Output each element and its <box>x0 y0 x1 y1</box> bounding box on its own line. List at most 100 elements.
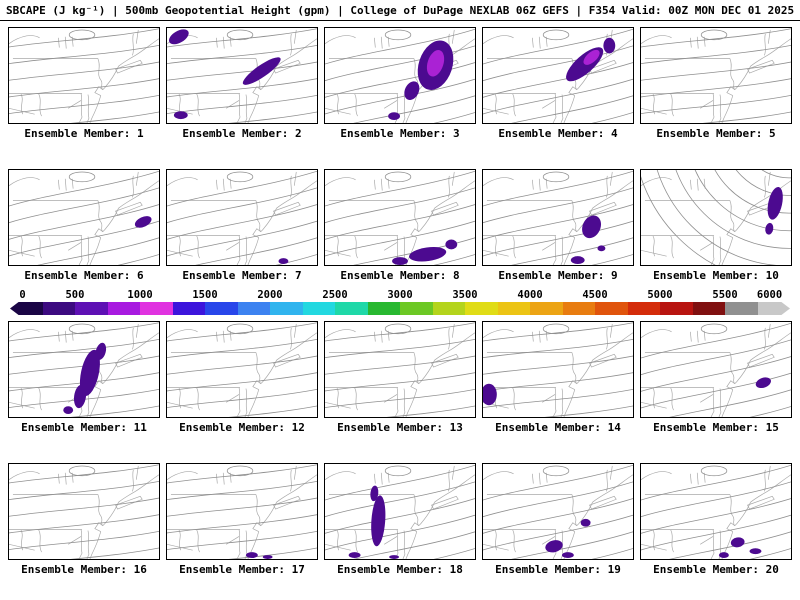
ensemble-member-label: Ensemble Member: 5 <box>656 127 776 140</box>
cape-fill-region <box>392 257 408 265</box>
height-contours <box>483 322 633 417</box>
height-contours <box>325 322 475 417</box>
cape-fill-region <box>561 552 574 559</box>
ensemble-map <box>482 169 634 266</box>
colorbar-segment <box>75 302 108 315</box>
colorbar-tick-labels: 0 500 1000 1500 2000 2500 3000 3500 4000 4500 5000… <box>10 289 790 301</box>
ensemble-member-label: Ensemble Member: 6 <box>24 269 144 282</box>
panel-row: Ensemble Member: 11 Ensemble Member: 12 … <box>8 321 792 435</box>
ensemble-panel: Ensemble Member: 4 <box>482 27 634 141</box>
colorbar-segment <box>270 302 303 315</box>
height-contours <box>641 28 791 123</box>
height-contours <box>641 170 791 265</box>
cape-fill-layer <box>278 258 289 265</box>
ensemble-member-label: Ensemble Member: 19 <box>495 563 621 576</box>
colorbar-tick-label: 5000 <box>647 289 673 301</box>
cape-fill-layer <box>348 485 400 559</box>
height-contours <box>167 322 317 417</box>
ensemble-map <box>640 27 792 124</box>
cape-fill-region <box>749 548 762 555</box>
ensemble-panel: Ensemble Member: 20 <box>640 463 792 577</box>
ensemble-panel: Ensemble Member: 6 <box>8 169 160 283</box>
cape-fill-region <box>63 406 74 415</box>
ensemble-member-label: Ensemble Member: 1 <box>24 127 144 140</box>
colorbar-tick-label: 4000 <box>517 289 543 301</box>
ensemble-map <box>8 463 160 560</box>
panel-grid-top: Ensemble Member: 1 Ensemble Member: 2 En… <box>0 27 800 283</box>
colorbar-segment <box>725 302 758 315</box>
cape-fill-layer <box>566 37 616 82</box>
ensemble-map <box>324 169 476 266</box>
ensemble-panel: Ensemble Member: 2 <box>166 27 318 141</box>
ensemble-member-label: Ensemble Member: 17 <box>179 563 305 576</box>
ensemble-map <box>640 169 792 266</box>
colorbar-tick-label: 2000 <box>257 289 283 301</box>
cape-fill-region <box>242 57 281 85</box>
ensemble-member-label: Ensemble Member: 12 <box>179 421 305 434</box>
cape-fill-region <box>173 111 188 120</box>
cape-fill-region <box>483 383 497 406</box>
ensemble-panel: Ensemble Member: 18 <box>324 463 476 577</box>
panel-grid-bottom: Ensemble Member: 11 Ensemble Member: 12 … <box>0 321 800 577</box>
ensemble-member-label: Ensemble Member: 15 <box>653 421 779 434</box>
ensemble-panel: Ensemble Member: 19 <box>482 463 634 577</box>
basemap-geography <box>9 171 159 265</box>
height-contours <box>325 170 475 265</box>
ensemble-panel: Ensemble Member: 10 <box>640 169 792 283</box>
ensemble-map <box>8 321 160 418</box>
cape-fill-region <box>388 112 400 121</box>
cape-fill-layer <box>63 342 107 415</box>
ensemble-map <box>8 169 160 266</box>
basemap-geography <box>641 465 791 559</box>
cape-fill-region <box>370 485 379 502</box>
panel-row: Ensemble Member: 6 Ensemble Member: 7 En… <box>8 169 792 283</box>
height-contours <box>325 28 475 123</box>
ensemble-panel: Ensemble Member: 5 <box>640 27 792 141</box>
colorbar-segment <box>367 302 400 315</box>
cape-fill-region <box>371 495 386 547</box>
cape-fill-region <box>262 555 273 559</box>
colorbar-segment <box>107 302 140 315</box>
colorbar-segment <box>10 302 43 315</box>
title-bar: SBCAPE (J kg⁻¹) | 500mb Geopotential Hei… <box>0 0 800 21</box>
height-contours <box>9 322 159 417</box>
colorbar-segment <box>660 302 693 315</box>
ensemble-map <box>324 321 476 418</box>
basemap-geography <box>483 465 633 559</box>
cape-fill-layer <box>134 216 152 228</box>
colorbar-segment <box>530 302 563 315</box>
ensemble-member-label: Ensemble Member: 2 <box>182 127 302 140</box>
cape-fill-region <box>545 540 563 553</box>
cape-fill-region <box>718 552 729 559</box>
colorbar-segment <box>465 302 498 315</box>
cape-fill-layer <box>388 40 454 121</box>
height-contours <box>9 464 159 559</box>
ensemble-member-label: Ensemble Member: 3 <box>340 127 460 140</box>
cape-fill-region <box>409 246 447 262</box>
ensemble-map <box>166 463 318 560</box>
ensemble-map <box>482 463 634 560</box>
ensemble-member-label: Ensemble Member: 13 <box>337 421 463 434</box>
page-title: SBCAPE (J kg⁻¹) | 500mb Geopotential Hei… <box>6 4 795 17</box>
cape-fill-region <box>278 258 289 265</box>
colorbar-tick-label: 1500 <box>192 289 218 301</box>
cape-fill-region <box>765 222 774 235</box>
ensemble-panel: Ensemble Member: 3 <box>324 27 476 141</box>
ensemble-member-label: Ensemble Member: 9 <box>498 269 618 282</box>
colorbar-segment <box>42 302 75 315</box>
colorbar-tick-label: 500 <box>65 289 85 301</box>
ensemble-panel: Ensemble Member: 11 <box>8 321 160 435</box>
cape-fill-region <box>168 29 189 45</box>
colorbar-segment <box>595 302 628 315</box>
colorbar-segment <box>302 302 335 315</box>
basemap-geography <box>325 171 475 265</box>
ensemble-member-label: Ensemble Member: 11 <box>21 421 147 434</box>
cape-fill-region <box>79 349 100 396</box>
ensemble-map <box>640 321 792 418</box>
ensemble-panel: Ensemble Member: 13 <box>324 321 476 435</box>
cape-fill-region <box>445 239 458 250</box>
cape-fill-region <box>95 342 107 360</box>
colorbar-tick-label: 4500 <box>582 289 608 301</box>
basemap-geography <box>483 171 633 265</box>
ensemble-panel: Ensemble Member: 7 <box>166 169 318 283</box>
